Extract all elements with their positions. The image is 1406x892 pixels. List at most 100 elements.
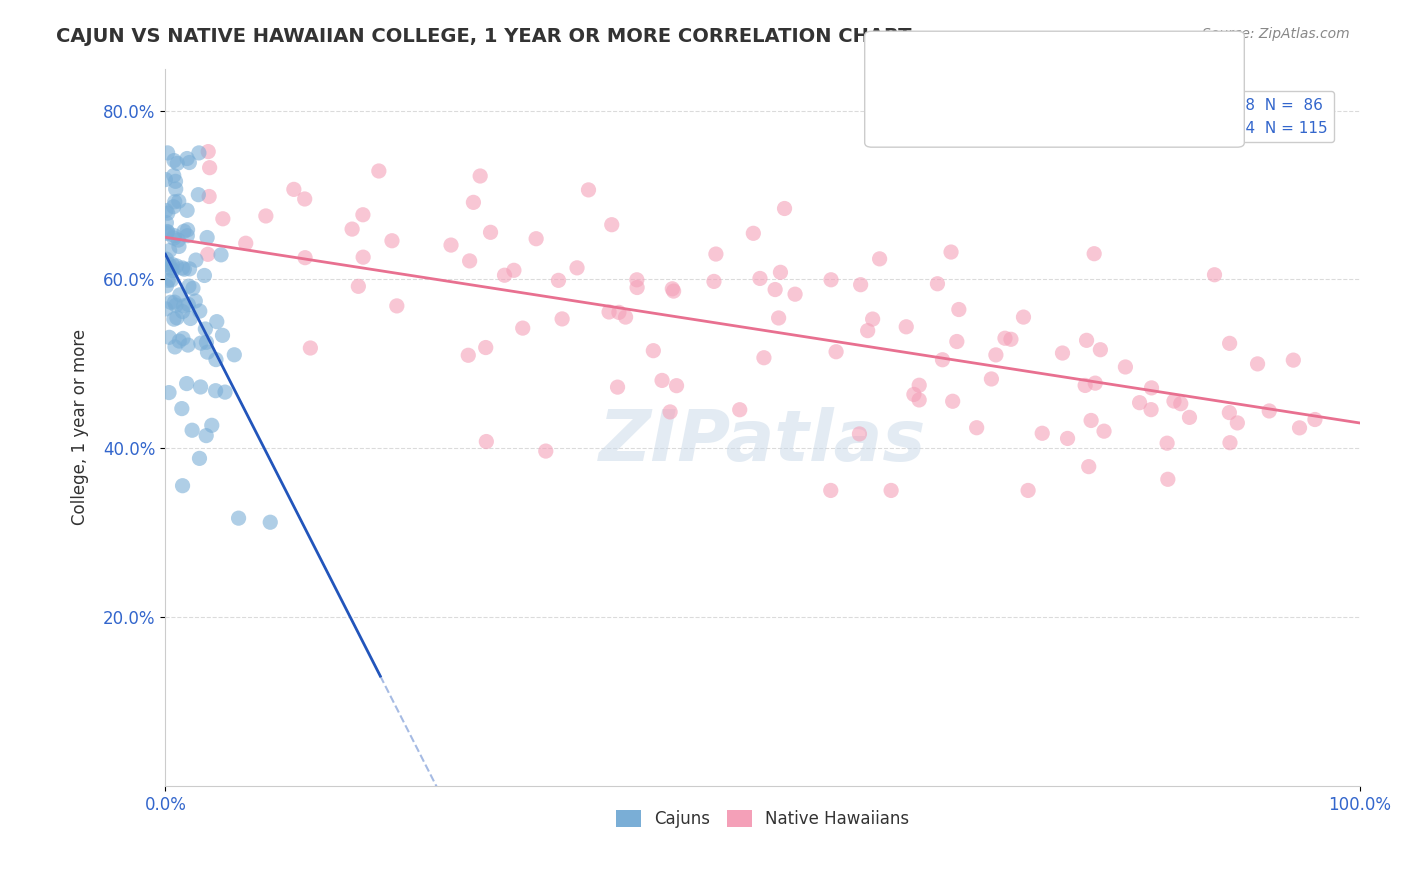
Point: [862, 312, 884, 326]
Point: [294, 251, 316, 265]
Point: [198, 189, 221, 203]
Point: [728, 402, 751, 417]
Point: [159, 260, 181, 275]
Point: [1218, 406, 1240, 420]
Point: [352, 250, 374, 264]
Point: [259, 515, 281, 529]
Point: [235, 236, 257, 251]
Point: [1219, 336, 1241, 351]
Point: [385, 299, 408, 313]
Point: [980, 372, 1002, 386]
Point: [381, 234, 404, 248]
Point: [155, 227, 177, 241]
Point: [155, 216, 177, 230]
Point: [155, 301, 177, 316]
Point: [1114, 359, 1136, 374]
Point: [503, 263, 526, 277]
Point: [820, 273, 842, 287]
Point: [704, 247, 727, 261]
Point: [197, 145, 219, 159]
Legend: Cajuns, Native Hawaiians: Cajuns, Native Hawaiians: [609, 804, 915, 835]
Point: [614, 310, 637, 324]
Point: [927, 277, 949, 291]
Point: [173, 224, 195, 238]
Point: [172, 331, 194, 345]
Point: [551, 312, 574, 326]
Point: [994, 331, 1017, 345]
Point: [165, 182, 187, 196]
Point: [1156, 436, 1178, 450]
Point: [742, 227, 765, 241]
Point: [703, 274, 725, 288]
Point: [939, 245, 962, 260]
Point: [643, 343, 665, 358]
Point: [1178, 410, 1201, 425]
Point: [162, 264, 184, 278]
Point: [948, 302, 970, 317]
Point: [167, 239, 190, 253]
Point: [1092, 424, 1115, 438]
Point: [195, 230, 218, 244]
Point: [162, 200, 184, 214]
Point: [187, 187, 209, 202]
Point: [848, 426, 870, 441]
Point: [205, 352, 228, 367]
Point: [157, 273, 180, 287]
Point: [176, 228, 198, 243]
Point: [197, 345, 219, 359]
Point: [607, 305, 630, 319]
Point: [662, 284, 685, 298]
Point: [1204, 268, 1226, 282]
Point: [163, 231, 186, 245]
Point: [163, 169, 186, 183]
Point: [188, 451, 211, 466]
Point: [162, 257, 184, 271]
Point: [184, 293, 207, 308]
Point: [176, 203, 198, 218]
Point: [205, 315, 228, 329]
Point: [169, 334, 191, 348]
Point: [214, 385, 236, 400]
Point: [984, 348, 1007, 362]
Point: [880, 483, 903, 498]
Point: [458, 254, 481, 268]
Point: [1303, 412, 1326, 426]
Point: [177, 279, 200, 293]
Point: [966, 421, 988, 435]
Point: [763, 283, 786, 297]
Point: [254, 209, 277, 223]
Point: [177, 338, 200, 352]
Point: [224, 348, 246, 362]
Point: [176, 376, 198, 391]
Point: [1246, 357, 1268, 371]
Point: [294, 192, 316, 206]
Point: [177, 297, 200, 311]
Point: [1226, 416, 1249, 430]
Point: [188, 304, 211, 318]
Point: [1052, 346, 1074, 360]
Point: [1140, 381, 1163, 395]
Point: [159, 258, 181, 272]
Point: [166, 310, 188, 325]
Point: [942, 394, 965, 409]
Text: Source: ZipAtlas.com: Source: ZipAtlas.com: [1202, 27, 1350, 41]
Point: [1031, 426, 1053, 441]
Point: [1129, 395, 1152, 409]
Point: [600, 218, 623, 232]
Point: [547, 273, 569, 287]
Y-axis label: College, 1 year or more: College, 1 year or more: [72, 329, 89, 525]
Point: [1083, 246, 1105, 260]
Point: [163, 153, 186, 168]
Point: [457, 348, 479, 362]
Point: [170, 401, 193, 416]
Point: [172, 479, 194, 493]
Point: [156, 225, 179, 239]
Point: [820, 483, 842, 498]
Point: [524, 232, 547, 246]
Point: [665, 378, 688, 392]
Point: [606, 380, 628, 394]
Point: [204, 384, 226, 398]
Point: [211, 328, 233, 343]
Point: [184, 253, 207, 268]
Point: [155, 278, 177, 293]
